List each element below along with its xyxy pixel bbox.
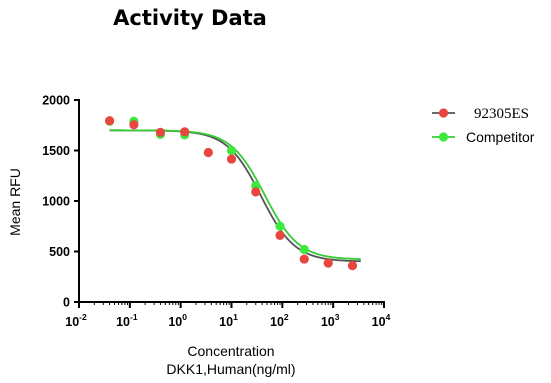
x-tick-label: 100 [168,312,187,329]
x-tick-label: 102 [270,312,289,329]
y-tick-label: 1000 [42,195,70,209]
data-point [180,127,190,137]
data-point [275,221,285,231]
data-point [275,230,285,240]
data-point [299,254,309,264]
y-tick-label: 1500 [42,144,70,158]
page-title: Activity Data [113,6,267,30]
data-point [226,145,237,156]
x-tick-label: 103 [321,312,340,329]
x-tick-label: 10-2 [65,312,87,329]
x-tick-label: 101 [219,312,238,329]
x-tick-label: 10-1 [116,312,138,329]
data-point [129,120,139,130]
data-point [105,116,115,126]
y-tick-label: 500 [49,245,70,259]
x-axis-title-line1: Concentration [187,343,274,359]
y-tick-label: 2000 [42,94,70,108]
legend-marker [438,108,449,118]
legend-marker [438,132,449,142]
data-point [155,127,166,137]
data-point [251,187,261,197]
data-point [203,147,213,158]
legend: 92305ES Competitor [432,106,535,145]
data-point [347,261,358,271]
y-tick-label: 0 [63,296,70,310]
data-point [226,154,237,164]
data-point [299,244,309,255]
legend-label: 92305ES [474,106,529,122]
data-point [323,258,333,268]
x-tick-label: 104 [372,312,391,329]
legend-label: Competitor [466,129,535,145]
y-axis-title: Mean RFU [7,168,23,236]
x-axis-title-line2: DKK1,Human(ng/ml) [166,361,295,377]
